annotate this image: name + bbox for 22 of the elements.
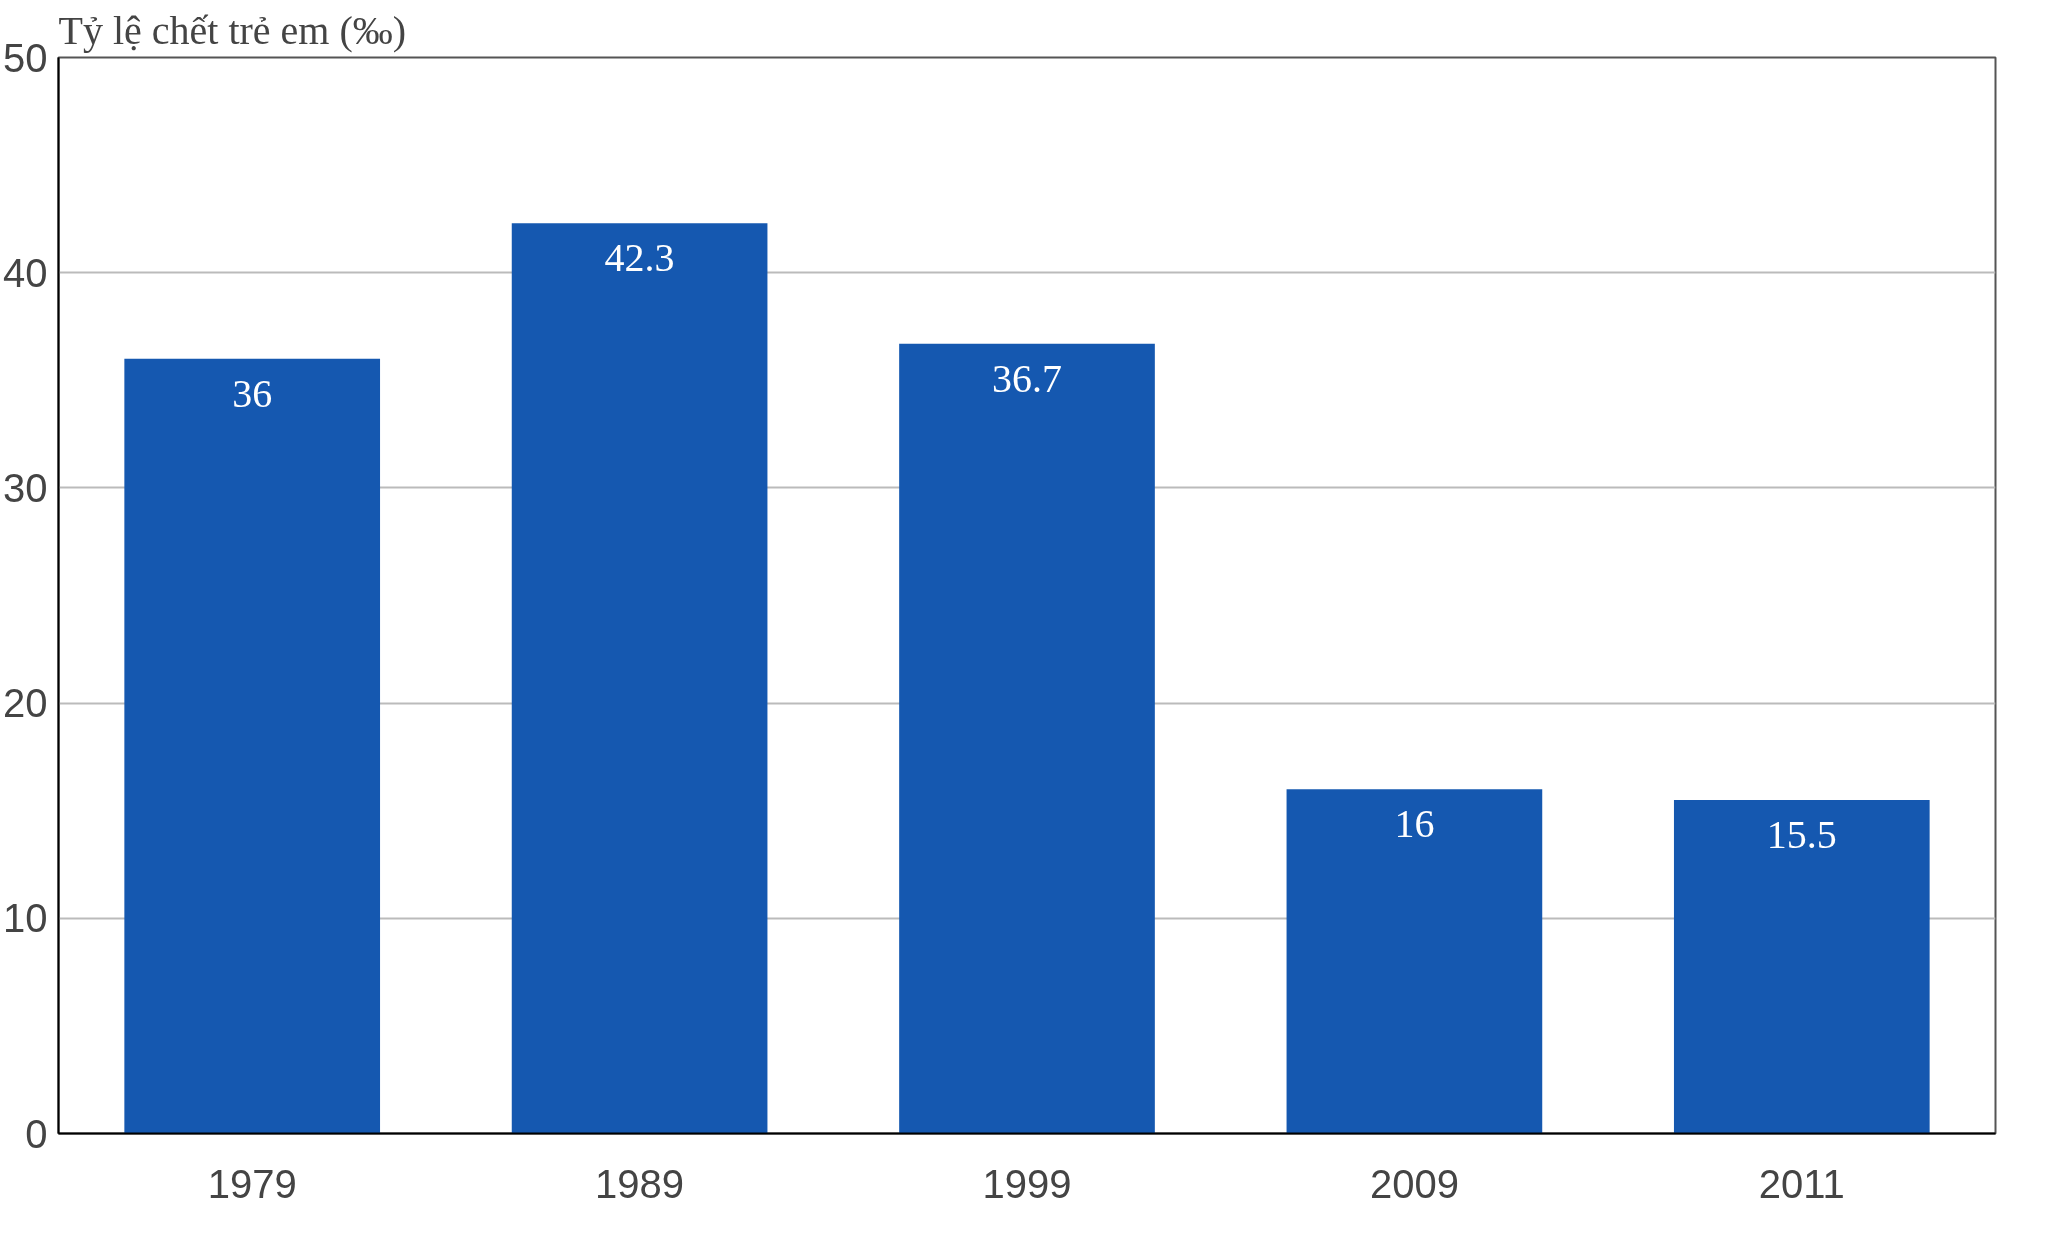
- x-tick-label: 2011: [1758, 1161, 1845, 1206]
- y-axis-title: Tỷ lệ chết trẻ em (‰): [58, 7, 407, 53]
- bar: [1673, 799, 1930, 1134]
- bar: [511, 223, 768, 1134]
- data-label: 42.3: [604, 235, 675, 281]
- y-tick-label: 50: [3, 35, 48, 80]
- x-tick-label: 1979: [207, 1161, 297, 1206]
- data-label: 36: [232, 370, 273, 416]
- bar: [1286, 789, 1543, 1134]
- bar: [899, 343, 1155, 1134]
- y-tick-label: 30: [3, 465, 48, 510]
- data-label: 16: [1394, 801, 1435, 847]
- y-tick-label: 0: [25, 1111, 48, 1156]
- y-tick-label: 40: [3, 250, 48, 295]
- x-tick-label: 1999: [982, 1161, 1072, 1206]
- bar: [124, 358, 381, 1134]
- x-tick-label: 2009: [1369, 1161, 1459, 1206]
- x-tick-label: 1989: [595, 1161, 685, 1206]
- data-label: 36.7: [992, 355, 1062, 401]
- y-tick-label: 20: [3, 681, 48, 726]
- data-label: 15.5: [1766, 811, 1837, 857]
- y-tick-label: 10: [3, 896, 48, 941]
